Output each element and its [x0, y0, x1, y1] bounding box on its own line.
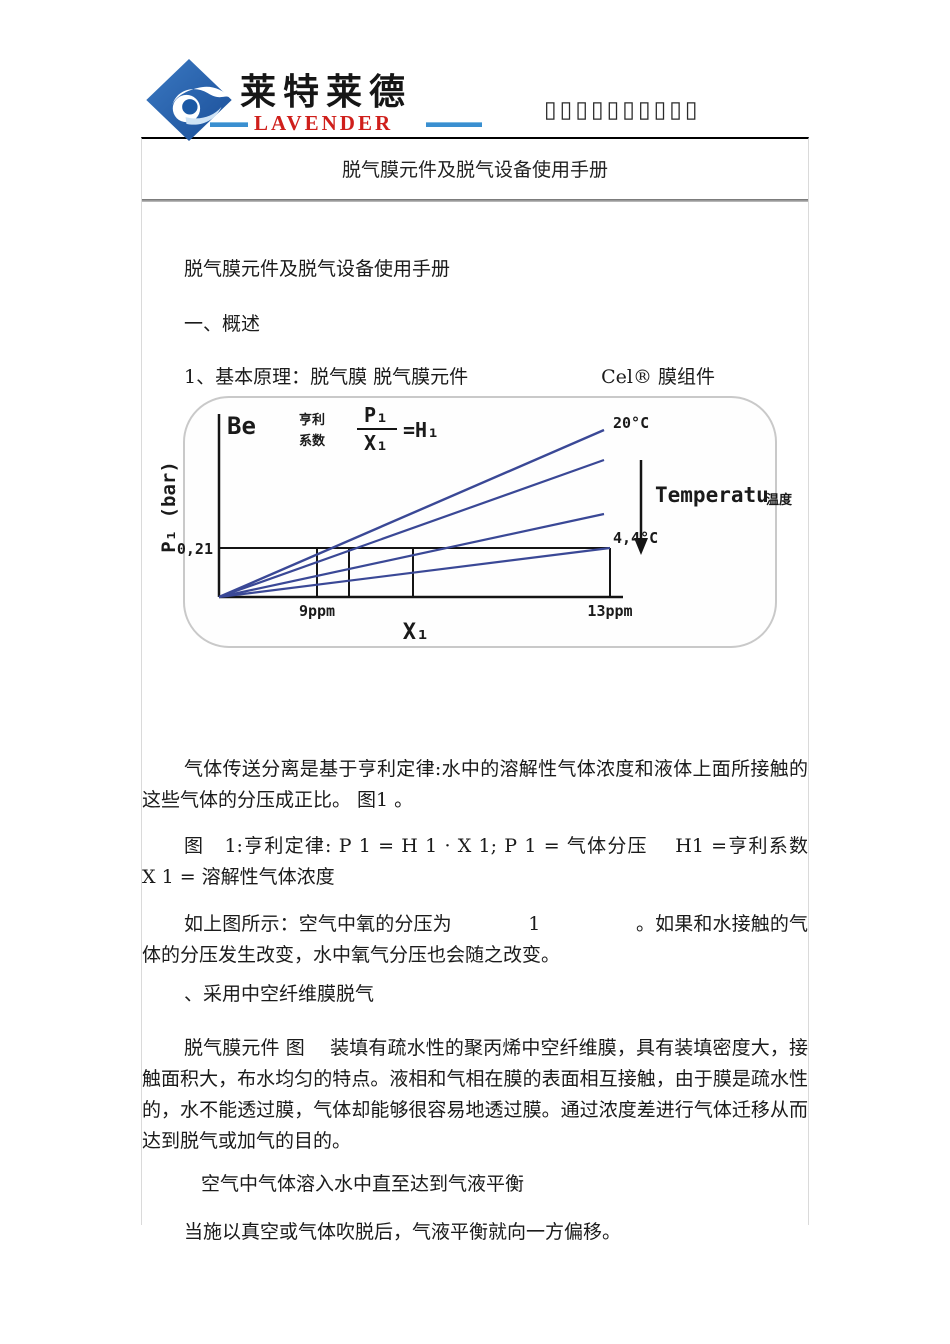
formula-numerator: P₁ — [364, 403, 388, 427]
list-item-basic-principle: 1、基本原理：脱气膜 脱气膜元件 Cel® 膜组件 — [184, 366, 716, 388]
formula-denominator: X₁ — [364, 431, 388, 455]
temp-44c-label: 4,4°C — [613, 529, 658, 547]
henry-coef-label-2: 系数 — [299, 433, 326, 449]
title-divider — [142, 199, 808, 202]
isotherm-20c — [218, 428, 605, 599]
figure-rounded-border — [183, 396, 777, 648]
paragraph-henry-law: 气体传送分离是基于亨利定律:水中的溶解性气体浓度和液体上面所接触的这些气体的分压… — [142, 758, 808, 811]
paragraph-gas-liquid-balance: 空气中气体溶入水中直至达到气液平衡 — [201, 1173, 525, 1195]
x-axis-label: X₁ — [403, 620, 430, 645]
y-axis-label: P₁ (bar) — [161, 461, 180, 553]
brand-row: LAVENDER — [210, 111, 540, 135]
paragraph-oxygen-pressure: 如上图所示：空气中氧的分压为 1 。如果和水接触的气体的分压发生改变，水中氧气分… — [142, 913, 808, 966]
brand-underline-left — [210, 122, 248, 127]
section-heading-hollow-fiber: 、采用中空纤维膜脱气 — [184, 983, 375, 1005]
figure-1-henry-law: P₁ (bar) Be 亨利 系数 P₁ X₁ =H₁ 20°C 4,4°C 0… — [161, 392, 801, 662]
temperature-arrow-head-icon — [634, 538, 648, 555]
paragraph-figure1-caption: 图 1:亨利定律: P 1 = H 1 · X 1; P 1 = 气体分压 H1… — [142, 835, 847, 888]
henry-law-figure: P₁ (bar) Be 亨利 系数 P₁ X₁ =H₁ 20°C 4,4°C 0… — [161, 396, 793, 648]
temp-20c-label: 20°C — [613, 414, 649, 432]
isotherm-44c — [218, 546, 611, 599]
be-corner-label: Be — [227, 412, 256, 440]
temperature-arrow-label-cn: 温度 — [766, 492, 793, 508]
isotherm-mid-1 — [218, 458, 605, 599]
pressure-021-label: 0,21 — [177, 540, 213, 558]
henry-coef-label-1: 亨利 — [299, 412, 325, 428]
page-frame: 脱气膜元件及脱气设备使用手册 脱气膜元件及脱气设备使用手册 一、概述 1、基本原… — [141, 137, 847, 1243]
temperature-arrow-label-en: Temperatu — [655, 483, 769, 507]
section-heading-overview: 一、概述 — [184, 313, 261, 335]
paragraph-membrane-description: 脱气膜元件 图 装填有疏水性的聚丙烯中空纤维膜，具有装填密度大，接触面积大，布水… — [142, 1037, 808, 1152]
x-tick-9ppm: 9ppm — [299, 602, 335, 620]
page-title: 脱气膜元件及脱气设备使用手册 — [341, 159, 608, 181]
brand-name-cn: 莱特莱德 — [240, 72, 413, 113]
formula-rhs: =H₁ — [403, 418, 439, 442]
brand-name-en: LAVENDER — [254, 111, 394, 135]
isotherm-mid-2 — [218, 512, 605, 599]
brand-underline-right — [426, 122, 482, 127]
x-tick-13ppm: 13ppm — [587, 602, 632, 620]
intro-title: 脱气膜元件及脱气设备使用手册 — [184, 258, 451, 280]
header-tagline-boxes: ▯▯▯▯▯▯▯▯▯▯ — [544, 97, 701, 123]
logo-diamond-icon — [146, 59, 232, 141]
paragraph-vacuum-stripping: 当施以真空或气体吹脱后，气液平衡就向一方偏移。 — [184, 1221, 622, 1243]
company-logo: 莱特莱德 LAVENDER — [146, 55, 566, 145]
